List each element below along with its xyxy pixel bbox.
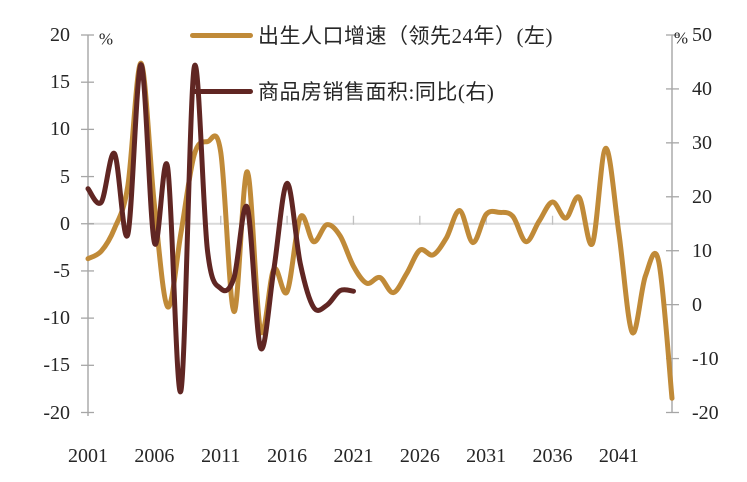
x-axis-label: 2006 xyxy=(134,445,175,467)
left-axis-label: -5 xyxy=(53,259,70,282)
right-axis-label: -10 xyxy=(692,347,719,370)
x-axis-label: 2026 xyxy=(399,445,440,467)
legend-label-birth-growth: 出生人口增速（领先24年）(左) xyxy=(258,24,553,48)
right-axis-label: 0 xyxy=(692,293,702,316)
right-axis-label: 30 xyxy=(692,131,712,154)
legend-item-birth-growth: 出生人口增速（领先24年）(左) xyxy=(190,22,553,48)
left-axis-label: -10 xyxy=(43,307,70,330)
legend-gold-line-icon xyxy=(190,32,253,38)
left-axis-label: -15 xyxy=(43,354,70,377)
legend-dark-line-icon xyxy=(190,88,253,94)
x-axis-label: 2031 xyxy=(466,445,507,467)
left-axis-label: 5 xyxy=(60,165,70,188)
housing-sales-series-line xyxy=(85,62,356,395)
right-axis-unit-label: % xyxy=(673,28,689,48)
left-axis-label: 15 xyxy=(50,71,70,94)
right-axis-label: 40 xyxy=(692,77,712,100)
right-axis-label: -20 xyxy=(692,401,719,424)
x-axis-label: 2016 xyxy=(267,445,308,467)
left-axis-label: 10 xyxy=(50,118,70,141)
right-axis-label: 10 xyxy=(692,239,712,262)
x-axis-label: 2011 xyxy=(201,445,241,467)
right-axis-label: 20 xyxy=(692,185,712,208)
left-axis-label: 0 xyxy=(60,212,70,235)
x-axis-label: 2036 xyxy=(532,445,573,467)
left-axis-unit-label: % xyxy=(98,29,114,49)
x-axis-label: 2041 xyxy=(598,445,639,467)
left-axis-label: 20 xyxy=(50,24,70,46)
legend-item-housing-sales: 商品房销售面积:同比(右) xyxy=(190,78,494,104)
birth-growth-series-line xyxy=(85,60,675,401)
left-axis-label: -20 xyxy=(43,401,70,424)
x-axis-label: 2001 xyxy=(68,445,108,467)
right-axis-label: 50 xyxy=(692,24,712,46)
x-axis-label: 2021 xyxy=(333,445,374,467)
legend-label-housing-sales: 商品房销售面积:同比(右) xyxy=(258,80,495,104)
